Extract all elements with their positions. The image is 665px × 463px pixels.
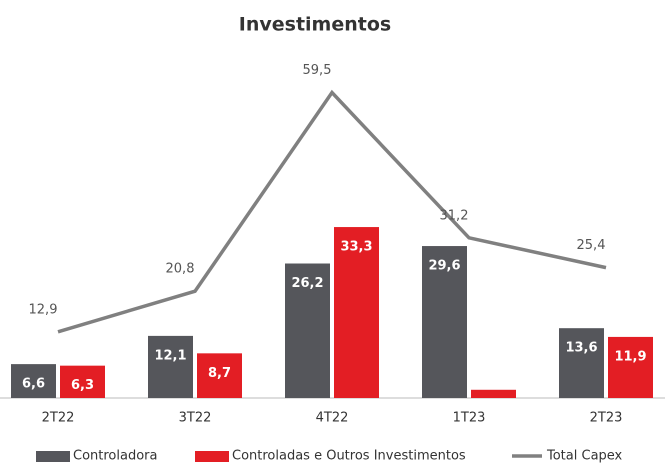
- data-label: 13,6: [565, 341, 597, 356]
- data-label: 33,3: [340, 240, 372, 255]
- data-label: 29,6: [428, 259, 460, 274]
- legend-label: Controladora: [73, 449, 157, 463]
- data-label: 26,2: [291, 276, 323, 291]
- data-label: 6,6: [22, 377, 45, 392]
- bar: [197, 353, 242, 398]
- legend-swatch: [36, 451, 70, 462]
- chart-title: Investimentos: [239, 14, 391, 36]
- bar: [559, 328, 604, 398]
- line: [57, 89, 607, 334]
- data-label: 31,2: [440, 208, 469, 223]
- bar: [11, 364, 56, 398]
- x-tick-label: 1T23: [453, 411, 486, 426]
- x-tick-label: 2T23: [590, 411, 623, 426]
- bar: [422, 246, 467, 398]
- bar: [608, 336, 653, 398]
- bar: [471, 389, 516, 398]
- data-label: 25,4: [577, 238, 606, 253]
- x-tick-label: 2T22: [42, 411, 75, 426]
- legend-label: Total Capex: [546, 449, 623, 463]
- x-tick-label: 3T22: [179, 411, 212, 426]
- data-label: 20,8: [166, 262, 195, 277]
- x-tick-label: 4T22: [316, 411, 349, 426]
- data-label: 11,9: [614, 349, 646, 364]
- bar: [285, 263, 330, 398]
- data-label: 12,1: [154, 348, 186, 363]
- data-label: 59,5: [303, 63, 332, 78]
- data-label: 1,6: [482, 402, 505, 417]
- bar: [334, 227, 379, 398]
- data-label: 6,3: [71, 378, 94, 393]
- data-label: 8,7: [208, 366, 231, 381]
- legend-label: Controladas e Outros Investimentos: [232, 449, 466, 463]
- data-label: 12,9: [29, 302, 58, 317]
- bar: [148, 335, 193, 398]
- legend-swatch: [195, 451, 229, 462]
- bar: [60, 365, 105, 398]
